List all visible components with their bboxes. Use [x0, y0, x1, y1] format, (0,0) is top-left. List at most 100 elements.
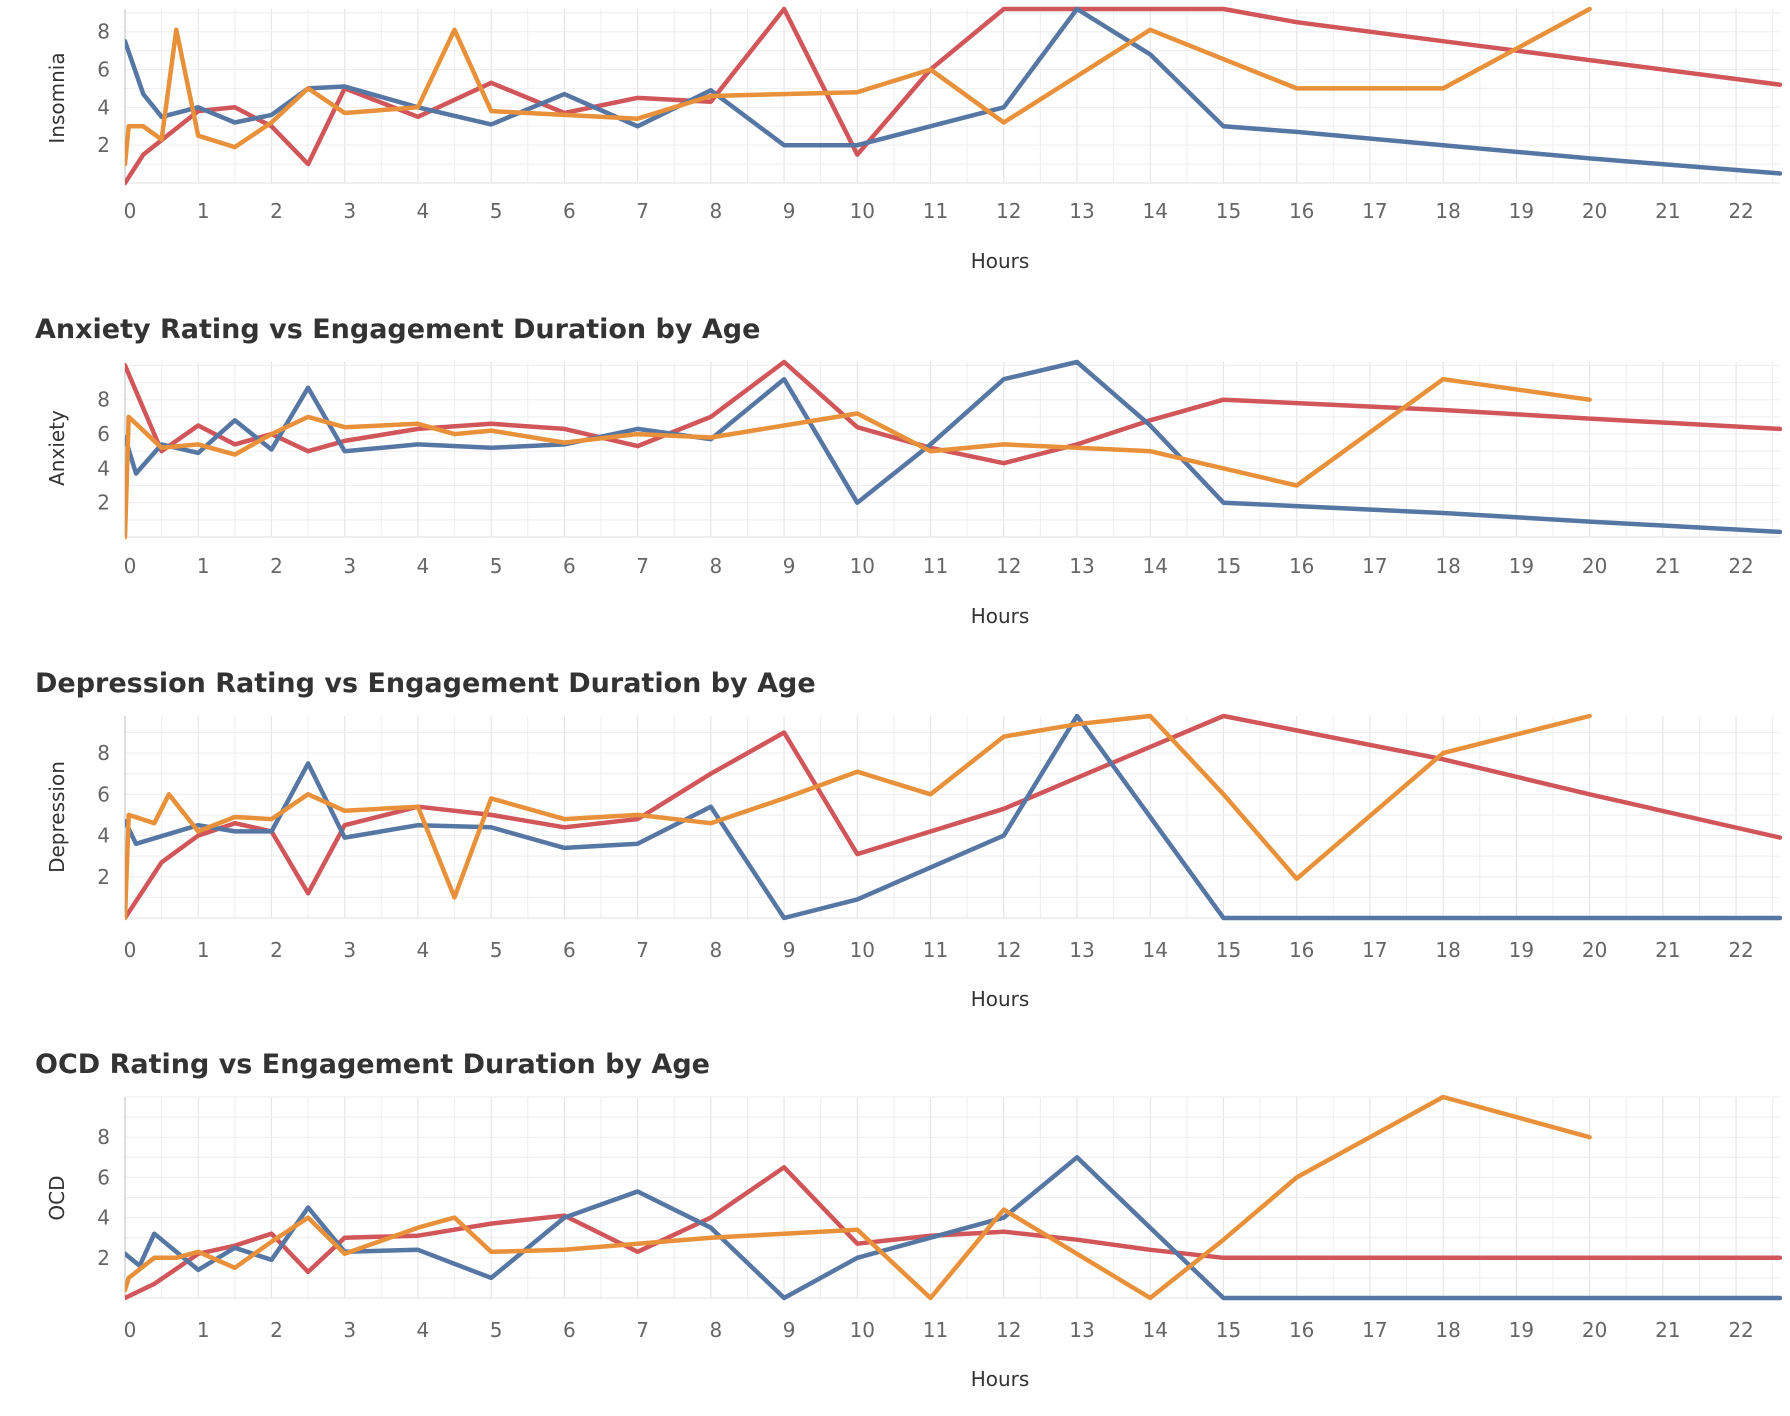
ocd-x-tick-label: 2: [270, 1318, 283, 1342]
ocd-x-tick-label: 5: [490, 1318, 503, 1342]
insomnia-series-line-blue: [125, 6, 1782, 176]
depression-x-tick-label: 18: [1435, 938, 1460, 962]
depression-x-tick-label: 4: [417, 938, 430, 962]
chart-ocd: OCD Rating vs Engagement Duration by Age…: [35, 1049, 1782, 1391]
anxiety-x-tick-label: 17: [1362, 554, 1387, 578]
anxiety-y-axis-title: Anxiety: [45, 410, 69, 486]
anxiety-x-tick-label: 7: [636, 554, 649, 578]
depression-x-tick-label: 5: [490, 938, 503, 962]
anxiety-x-tick-label: 10: [850, 554, 875, 578]
depression-x-tick-label: 0: [124, 938, 137, 962]
depression-x-tick-label: 21: [1655, 938, 1680, 962]
anxiety-x-tick-label: 14: [1142, 554, 1167, 578]
insomnia-y-tick-label: 4: [97, 95, 110, 119]
insomnia-x-tick-label: 2: [270, 199, 283, 223]
insomnia-x-tick-label: 7: [636, 199, 649, 223]
ocd-x-tick-label: 13: [1069, 1318, 1094, 1342]
ocd-x-tick-label: 6: [563, 1318, 576, 1342]
depression-x-tick-label: 3: [343, 938, 356, 962]
insomnia-x-tick-label: 3: [343, 199, 356, 223]
insomnia-x-tick-label: 14: [1142, 199, 1167, 223]
ocd-x-tick-label: 20: [1582, 1318, 1607, 1342]
insomnia-y-tick-label: 2: [97, 133, 110, 157]
depression-x-tick-label: 10: [850, 938, 875, 962]
ocd-x-tick-label: 21: [1655, 1318, 1680, 1342]
chart-anxiety: Anxiety Rating vs Engagement Duration by…: [35, 314, 1782, 628]
anxiety-y-tick-label: 6: [97, 422, 110, 446]
ocd-series-line-orange: [125, 1094, 1592, 1301]
anxiety-series-line-red: [125, 359, 1782, 466]
anxiety-x-tick-label: 4: [417, 554, 430, 578]
depression-y-tick-label: 4: [97, 824, 110, 848]
insomnia-x-tick-label: 1: [197, 199, 210, 223]
insomnia-x-tick-label: 4: [417, 199, 430, 223]
ocd-x-tick-label: 4: [417, 1318, 430, 1342]
insomnia-series-group: [125, 6, 1782, 186]
depression-x-tick-label: 16: [1289, 938, 1314, 962]
anxiety-x-tick-label: 3: [343, 554, 356, 578]
anxiety-x-tick-label: 15: [1216, 554, 1241, 578]
insomnia-y-axis-title: Insomnia: [45, 52, 69, 143]
depression-x-tick-label: 17: [1362, 938, 1387, 962]
depression-chart-title: Depression Rating vs Engagement Duration…: [35, 668, 816, 699]
insomnia-series-line-orange: [125, 6, 1592, 167]
insomnia-x-tick-label: 11: [923, 199, 948, 223]
anxiety-x-tick-label: 18: [1435, 554, 1460, 578]
insomnia-x-tick-label: 10: [850, 199, 875, 223]
ocd-y-tick-label: 6: [97, 1165, 110, 1189]
ocd-series-line-blue: [125, 1155, 1782, 1301]
ocd-x-axis-title: Hours: [971, 1367, 1030, 1391]
insomnia-y-tick-label: 8: [97, 20, 110, 44]
depression-x-tick-label: 2: [270, 938, 283, 962]
anxiety-x-tick-label: 19: [1509, 554, 1534, 578]
anxiety-series-line-orange: [125, 376, 1592, 540]
depression-x-tick-label: 15: [1216, 938, 1241, 962]
ocd-y-tick-label: 2: [97, 1246, 110, 1270]
ocd-x-tick-label: 22: [1728, 1318, 1753, 1342]
ocd-chart-title: OCD Rating vs Engagement Duration by Age: [35, 1049, 710, 1080]
depression-x-tick-label: 14: [1142, 938, 1167, 962]
anxiety-x-tick-label: 21: [1655, 554, 1680, 578]
anxiety-x-axis-title: Hours: [971, 604, 1030, 628]
depression-series-line-orange: [125, 713, 1592, 921]
ocd-x-tick-label: 0: [124, 1318, 137, 1342]
ocd-x-tick-label: 10: [850, 1318, 875, 1342]
ocd-y-axis-title: OCD: [45, 1175, 69, 1220]
anxiety-y-tick-label: 2: [97, 491, 110, 515]
anxiety-x-tick-label: 11: [923, 554, 948, 578]
insomnia-x-tick-label: 6: [563, 199, 576, 223]
ocd-x-tick-label: 1: [197, 1318, 210, 1342]
depression-y-tick-label: 8: [97, 741, 110, 765]
anxiety-x-tick-label: 1: [197, 554, 210, 578]
insomnia-x-tick-label: 20: [1582, 199, 1607, 223]
insomnia-x-tick-label: 22: [1728, 199, 1753, 223]
depression-x-tick-label: 6: [563, 938, 576, 962]
insomnia-x-tick-label: 21: [1655, 199, 1680, 223]
depression-x-tick-label: 11: [923, 938, 948, 962]
depression-x-tick-label: 7: [636, 938, 649, 962]
ocd-x-tick-label: 14: [1142, 1318, 1167, 1342]
ocd-x-tick-label: 11: [923, 1318, 948, 1342]
anxiety-x-tick-label: 5: [490, 554, 503, 578]
anxiety-chart-title: Anxiety Rating vs Engagement Duration by…: [35, 314, 760, 345]
depression-series-line-red: [125, 713, 1782, 921]
depression-x-tick-label: 13: [1069, 938, 1094, 962]
anxiety-x-tick-label: 6: [563, 554, 576, 578]
anxiety-x-tick-label: 16: [1289, 554, 1314, 578]
insomnia-x-tick-label: 12: [996, 199, 1021, 223]
ocd-x-tick-label: 12: [996, 1318, 1021, 1342]
ocd-x-tick-label: 8: [709, 1318, 722, 1342]
anxiety-x-tick-label: 8: [709, 554, 722, 578]
depression-y-tick-label: 6: [97, 782, 110, 806]
anxiety-y-tick-label: 4: [97, 456, 110, 480]
ocd-x-tick-label: 3: [343, 1318, 356, 1342]
depression-x-tick-label: 9: [783, 938, 796, 962]
insomnia-x-tick-label: 19: [1509, 199, 1534, 223]
chart-depression: Depression Rating vs Engagement Duration…: [35, 668, 1782, 1011]
depression-series-line-blue: [125, 713, 1782, 921]
depression-x-tick-label: 22: [1728, 938, 1753, 962]
insomnia-x-tick-label: 0: [124, 199, 137, 223]
insomnia-x-tick-label: 5: [490, 199, 503, 223]
insomnia-x-tick-label: 13: [1069, 199, 1094, 223]
depression-x-tick-label: 1: [197, 938, 210, 962]
